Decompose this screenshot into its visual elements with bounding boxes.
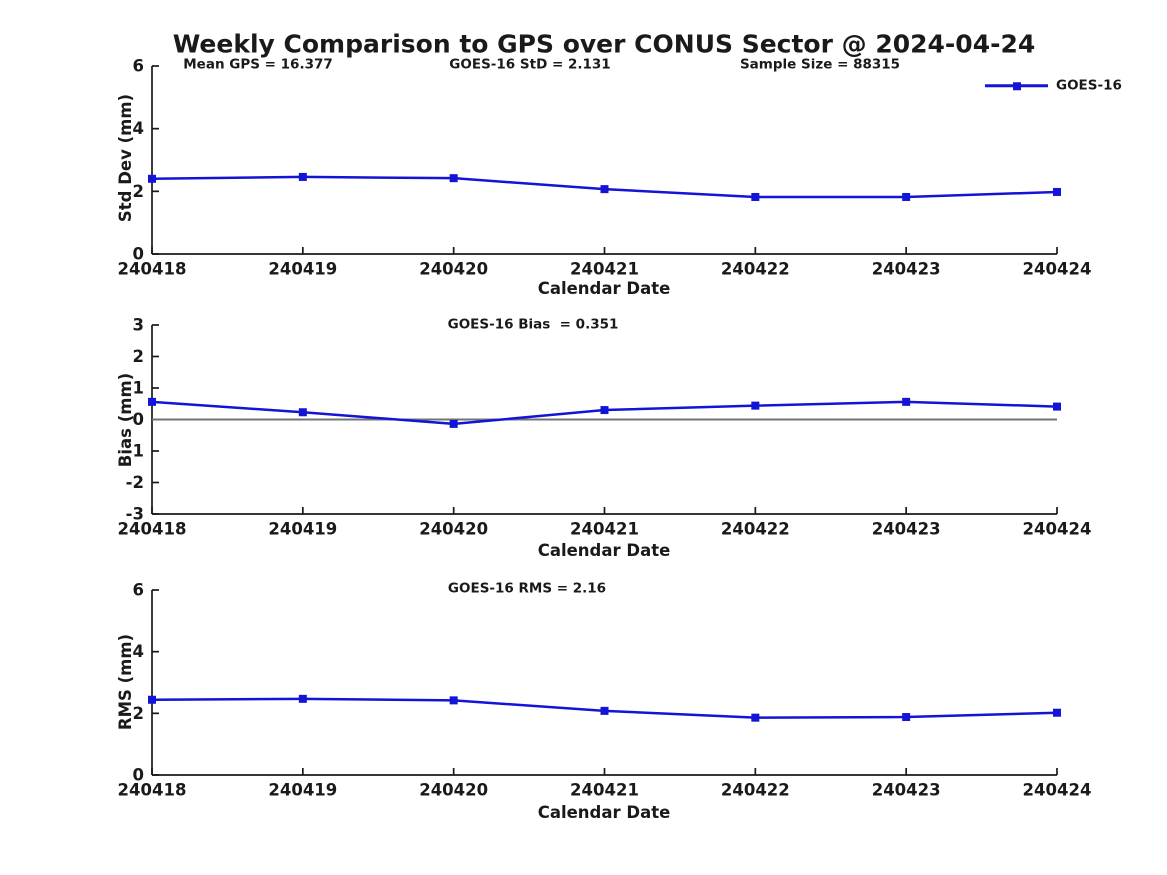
data-point-marker: [600, 706, 609, 715]
y-tick-labels: -3 -2 -1 0 1 2 3: [126, 316, 159, 524]
x-tick-label: 240420: [419, 781, 488, 800]
data-point-marker: [148, 397, 156, 406]
data-point-marker: [298, 694, 307, 703]
x-tick-label: 240418: [118, 781, 187, 800]
x-tick-labels: 240418 240419 240420 240421 240422 240423 2404…: [118, 247, 1092, 279]
x-tick-label: 240421: [570, 260, 639, 279]
subplot-rms-mm-: 0 2 4 6 240418 240419 240420 240421 240422 240423…: [118, 581, 1092, 800]
legend-label: GOES-16: [1056, 77, 1122, 94]
y-tick-label: 4: [133, 642, 144, 661]
data-point-marker: [449, 419, 458, 428]
x-tick-label: 240423: [872, 520, 941, 539]
x-tick-label: 240418: [118, 520, 187, 539]
x-tick-label: 240419: [268, 781, 337, 800]
x-tick-label: 240422: [721, 781, 790, 800]
figure-title: Weekly Comparison to GPS over CONUS Sect…: [172, 29, 1036, 59]
data-point-marker: [902, 713, 911, 722]
data-point-marker: [600, 185, 609, 194]
x-tick-label: 240421: [570, 520, 639, 539]
data-point-marker: [298, 172, 307, 181]
x-axis-label-subplot1: Calendar Date: [537, 278, 671, 298]
data-point-marker: [751, 713, 760, 722]
subplot-std-dev-mm-: 0 2 4 6 240418 240419 240420 240421 240422 240423…: [118, 57, 1092, 279]
x-tick-label: 240418: [118, 260, 187, 279]
x-tick-label: 240419: [268, 260, 337, 279]
legend-line-sample: [985, 82, 1048, 90]
y-tick-label: 0: [133, 410, 144, 429]
y-tick-labels: 0 2 4 6: [133, 57, 159, 264]
y-tick-label: 4: [133, 119, 144, 138]
data-point-marker: [298, 408, 307, 417]
annotation-goes16-bias: GOES-16 Bias = 0.351: [447, 316, 619, 333]
x-tick-label: 240422: [721, 260, 790, 279]
y-tick-label: -2: [126, 473, 144, 492]
y-tick-label: 2: [133, 347, 144, 366]
y-tick-label: 0: [133, 245, 144, 264]
data-point-marker: [148, 174, 156, 183]
y-axis-label-bias: Bias (mm): [115, 372, 135, 468]
y-tick-label: 6: [133, 581, 144, 600]
x-tick-labels: 240418 240419 240420 240421 240422 240423 2404…: [118, 768, 1092, 800]
x-tick-label: 240423: [872, 260, 941, 279]
y-axis-label-rms: RMS (mm): [115, 633, 135, 731]
y-axis-label-std-dev: Std Dev (mm): [115, 93, 135, 223]
y-tick-label: -1: [126, 442, 144, 461]
y-tick-label: 0: [133, 766, 144, 785]
annotation-sample-size: Sample Size = 88315: [739, 56, 901, 73]
x-tick-labels: 240418 240419 240420 240421 240422 240423 2404…: [118, 507, 1092, 539]
data-point-marker: [148, 695, 156, 704]
y-tick-label: 2: [133, 704, 144, 723]
x-tick-label: 240420: [419, 520, 488, 539]
x-axis-label-subplot3: Calendar Date: [537, 802, 671, 822]
x-tick-label: 240422: [721, 520, 790, 539]
legend: GOES-16: [985, 79, 1122, 93]
x-tick-label: 240424: [1023, 520, 1092, 539]
annotation-mean-gps: Mean GPS = 16.377: [183, 56, 333, 73]
annotation-goes16-std: GOES-16 StD = 2.131: [449, 56, 611, 73]
y-tick-label: -3: [126, 505, 144, 524]
x-tick-label: 240419: [268, 520, 337, 539]
data-point-marker: [902, 397, 911, 406]
data-point-marker: [1053, 187, 1061, 196]
data-point-marker: [751, 192, 760, 201]
data-point-marker: [449, 696, 458, 705]
x-tick-label: 240421: [570, 781, 639, 800]
data-point-marker: [1053, 402, 1061, 411]
y-tick-label: 1: [133, 379, 144, 398]
x-tick-label: 240420: [419, 260, 488, 279]
y-tick-label: 3: [133, 316, 144, 335]
y-tick-label: 2: [133, 182, 144, 201]
legend-square-marker-icon: [1012, 82, 1021, 90]
annotation-goes16-rms: GOES-16 RMS = 2.16: [447, 580, 607, 597]
subplot-bias-mm-: -3 -2 -1 0 1 2 3 240418 240419 240420 240421 240422…: [118, 316, 1092, 539]
data-point-marker: [902, 192, 911, 201]
x-axis-label-subplot2: Calendar Date: [537, 540, 671, 560]
data-point-marker: [1053, 708, 1061, 717]
y-tick-label: 6: [133, 57, 144, 76]
x-tick-label: 240424: [1023, 260, 1092, 279]
data-point-marker: [751, 401, 760, 410]
y-tick-labels: 0 2 4 6: [133, 581, 159, 785]
data-point-marker: [449, 174, 458, 183]
x-tick-label: 240424: [1023, 781, 1092, 800]
data-point-marker: [600, 406, 609, 415]
x-tick-label: 240423: [872, 781, 941, 800]
